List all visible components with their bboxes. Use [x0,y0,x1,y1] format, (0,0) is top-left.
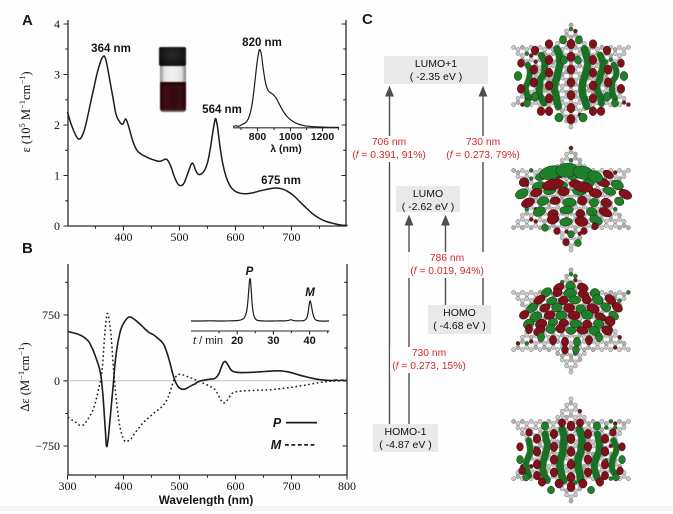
svg-text:1: 1 [54,169,60,183]
svg-text:2: 2 [54,118,60,132]
svg-text:ε (105 M−1cm−1): ε (105 M−1cm−1) [17,71,33,152]
svg-text:40: 40 [303,335,315,347]
svg-text:800: 800 [338,479,356,493]
svg-text:364 nm: 364 nm [91,43,131,55]
svg-text:0: 0 [54,219,60,233]
svg-text:−750: −750 [35,439,60,453]
svg-text:600: 600 [227,479,245,493]
svg-text:Wavelength (nm): Wavelength (nm) [159,493,254,507]
svg-text:P: P [246,266,254,278]
svg-text:0: 0 [54,374,60,388]
svg-text:750: 750 [42,308,60,322]
svg-text:820 nm: 820 nm [242,37,282,49]
svg-text:Δε (M−1cm−1): Δε (M−1cm−1) [16,342,32,411]
svg-text:3: 3 [54,68,60,82]
svg-text:M: M [305,287,315,299]
svg-text:20: 20 [231,335,243,347]
svg-text:700: 700 [283,479,301,493]
svg-text:800: 800 [249,131,267,143]
svg-text:700: 700 [283,230,301,244]
svg-text:400: 400 [115,479,133,493]
svg-text:1000: 1000 [279,131,303,143]
svg-text:600: 600 [227,230,245,244]
svg-text:675 nm: 675 nm [261,175,301,187]
svg-text:30: 30 [267,335,279,347]
svg-text:400: 400 [115,230,133,244]
svg-text:1200: 1200 [311,131,335,143]
svg-text:500: 500 [171,479,189,493]
svg-text:4: 4 [54,17,60,31]
svg-text:λ (nm): λ (nm) [270,143,302,155]
svg-text:300: 300 [59,479,77,493]
svg-text:500: 500 [171,230,189,244]
svg-text:M: M [271,438,282,452]
svg-text:564 nm: 564 nm [202,104,242,116]
svg-text:t / min: t / min [193,335,223,347]
svg-text:P: P [273,416,282,430]
